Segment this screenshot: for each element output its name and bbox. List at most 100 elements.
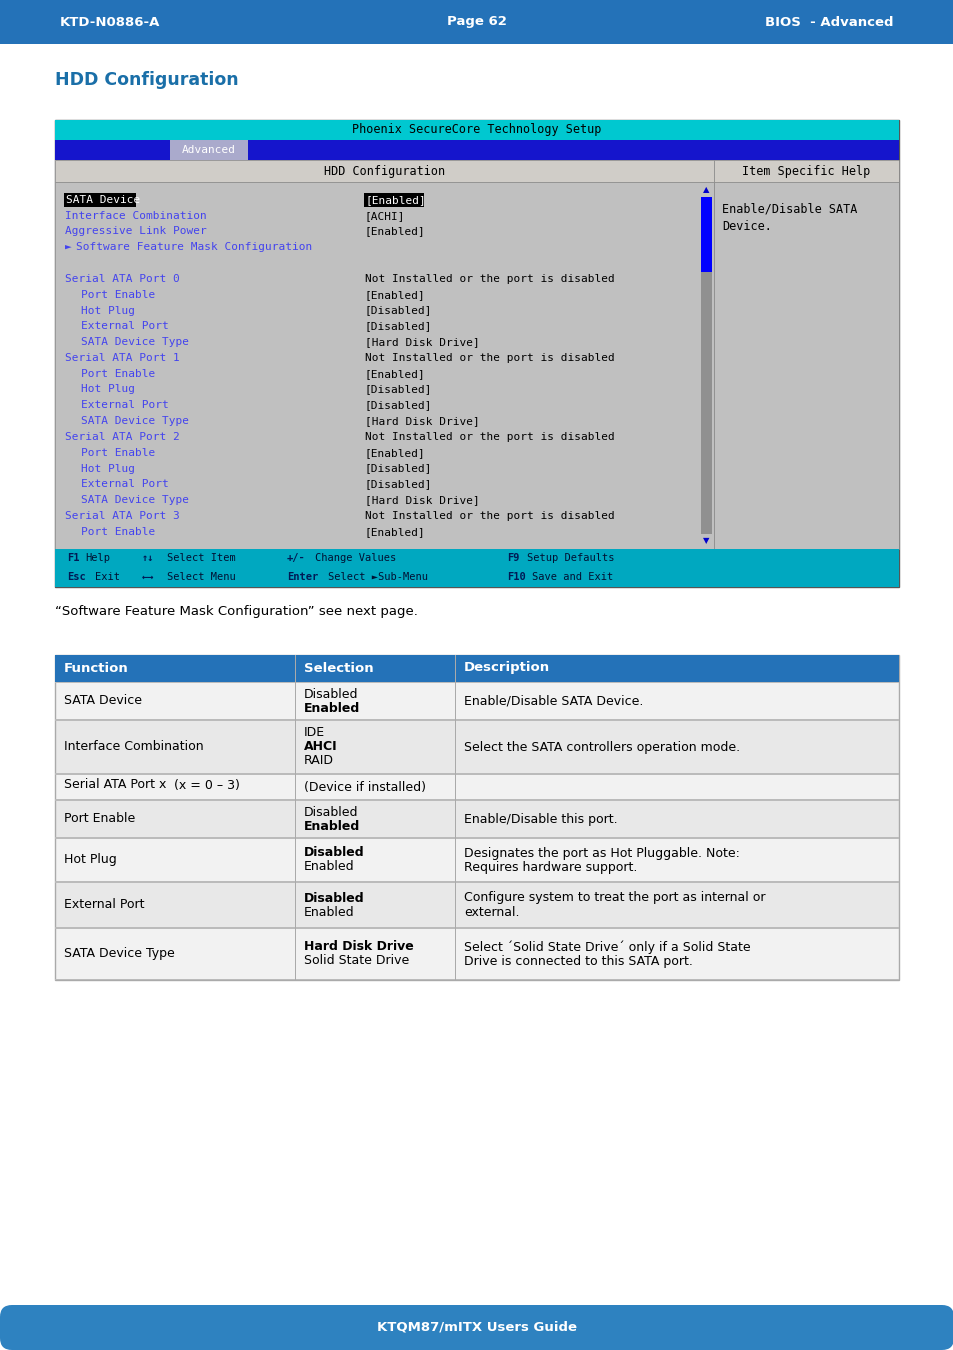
Text: Help: Help — [85, 554, 110, 563]
Text: Select ►Sub-Menu: Select ►Sub-Menu — [328, 572, 428, 582]
Text: Serial ATA Port 3: Serial ATA Port 3 — [65, 510, 179, 521]
Bar — [170, 140, 248, 161]
Bar — [55, 801, 898, 838]
Text: IDE: IDE — [304, 726, 325, 740]
Bar — [55, 774, 898, 801]
Text: Page 62: Page 62 — [447, 15, 506, 28]
Text: ►: ► — [65, 242, 71, 252]
Text: +/-: +/- — [287, 554, 305, 563]
Text: Software Feature Mask Configuration: Software Feature Mask Configuration — [76, 242, 312, 252]
Bar — [8, 34, 945, 45]
Text: [Enabled]: [Enabled] — [365, 290, 425, 300]
Text: External Port: External Port — [81, 321, 169, 331]
Bar — [55, 182, 713, 549]
Text: [Enabled]: [Enabled] — [365, 369, 425, 379]
FancyBboxPatch shape — [0, 0, 953, 45]
Bar — [64, 193, 136, 207]
Text: Enable/Disable this port.: Enable/Disable this port. — [463, 813, 617, 825]
Bar — [55, 549, 898, 568]
Text: AHCI: AHCI — [304, 741, 337, 753]
Text: Save and Exit: Save and Exit — [532, 572, 613, 582]
Text: Port Enable: Port Enable — [81, 369, 155, 379]
Bar — [55, 140, 898, 161]
Text: External Port: External Port — [81, 401, 169, 410]
Bar — [55, 927, 898, 980]
Bar — [713, 161, 898, 182]
Text: Change Values: Change Values — [314, 554, 395, 563]
Text: Serial ATA Port 0: Serial ATA Port 0 — [65, 274, 179, 284]
Bar — [700, 535, 711, 547]
Text: [Hard Disk Drive]: [Hard Disk Drive] — [365, 495, 479, 505]
Text: External Port: External Port — [64, 899, 144, 911]
Text: ▼: ▼ — [702, 536, 709, 545]
Text: Disabled: Disabled — [304, 891, 364, 904]
FancyBboxPatch shape — [0, 1305, 953, 1350]
Bar — [55, 655, 898, 980]
Text: ↑↓: ↑↓ — [142, 554, 154, 563]
Text: (x = 0 – 3): (x = 0 – 3) — [173, 779, 239, 791]
Text: Enter: Enter — [287, 572, 318, 582]
Text: Port Enable: Port Enable — [64, 813, 135, 825]
Bar — [700, 184, 711, 197]
Bar — [713, 182, 898, 549]
Text: Esc: Esc — [67, 572, 86, 582]
Text: Advanced: Advanced — [182, 144, 235, 155]
Text: KTD-N0886-A: KTD-N0886-A — [60, 15, 160, 28]
Text: Port Enable: Port Enable — [81, 290, 155, 300]
Text: SATA Device Type: SATA Device Type — [81, 495, 189, 505]
Bar — [55, 720, 898, 774]
Text: Port Enable: Port Enable — [81, 526, 155, 537]
Bar — [455, 655, 456, 980]
Text: SATA Device: SATA Device — [64, 694, 142, 707]
Text: Enabled: Enabled — [304, 906, 355, 918]
Text: Enable/Disable SATA Device.: Enable/Disable SATA Device. — [463, 694, 642, 707]
Text: Hot Plug: Hot Plug — [81, 305, 135, 316]
Text: [Disabled]: [Disabled] — [365, 463, 432, 474]
Text: Select the SATA controllers operation mode.: Select the SATA controllers operation mo… — [463, 741, 740, 753]
Text: Interface Combination: Interface Combination — [65, 211, 207, 220]
Text: Enabled: Enabled — [304, 819, 360, 833]
Text: SATA Device: SATA Device — [66, 194, 140, 205]
Text: [Disabled]: [Disabled] — [365, 321, 432, 331]
Bar — [700, 197, 711, 271]
Text: (Device if installed): (Device if installed) — [304, 780, 426, 794]
Text: [Enabled]: [Enabled] — [365, 526, 425, 537]
Text: [Disabled]: [Disabled] — [365, 305, 432, 316]
Text: ▲: ▲ — [702, 185, 709, 194]
Text: BIOS  - Advanced: BIOS - Advanced — [764, 15, 893, 28]
Text: external.: external. — [463, 906, 519, 918]
Text: [Disabled]: [Disabled] — [365, 401, 432, 410]
Text: [Enabled]: [Enabled] — [365, 227, 425, 236]
Bar — [700, 184, 711, 547]
Bar — [364, 193, 423, 207]
Text: RAID: RAID — [304, 755, 334, 768]
Text: Interface Combination: Interface Combination — [64, 741, 203, 753]
Text: [Enabled]: [Enabled] — [365, 448, 425, 458]
Text: KTQM87/mITX Users Guide: KTQM87/mITX Users Guide — [376, 1322, 577, 1334]
Bar — [55, 655, 898, 682]
Text: Enable/Disable SATA
Device.: Enable/Disable SATA Device. — [721, 202, 857, 234]
Text: F1: F1 — [67, 554, 79, 563]
Text: Serial ATA Port x: Serial ATA Port x — [64, 779, 166, 791]
Bar — [55, 568, 898, 587]
Bar — [55, 120, 898, 140]
Text: Enabled: Enabled — [304, 860, 355, 873]
Bar — [55, 838, 898, 882]
Text: [Enabled]: [Enabled] — [366, 194, 426, 205]
Bar — [55, 120, 898, 587]
Text: SATA Device Type: SATA Device Type — [64, 948, 174, 960]
Text: “Software Feature Mask Configuration” see next page.: “Software Feature Mask Configuration” se… — [55, 605, 417, 618]
Bar — [55, 161, 898, 587]
Text: ←→: ←→ — [142, 572, 154, 582]
Text: Phoenix SecureCore Technology Setup: Phoenix SecureCore Technology Setup — [352, 123, 601, 136]
Bar — [55, 682, 898, 720]
Text: [Disabled]: [Disabled] — [365, 385, 432, 394]
Text: Hot Plug: Hot Plug — [64, 853, 116, 867]
Text: Item Specific Help: Item Specific Help — [741, 165, 870, 177]
Text: Select Menu: Select Menu — [167, 572, 235, 582]
Text: Hard Disk Drive: Hard Disk Drive — [304, 941, 414, 953]
Text: Selection: Selection — [304, 662, 374, 675]
Text: External Port: External Port — [81, 479, 169, 489]
Text: Serial ATA Port 2: Serial ATA Port 2 — [65, 432, 179, 441]
Bar — [294, 655, 295, 980]
